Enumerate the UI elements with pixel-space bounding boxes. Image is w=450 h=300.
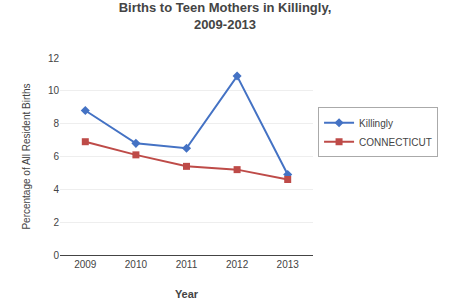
svg-text:Year: Year (175, 288, 199, 300)
svg-text:10: 10 (48, 85, 60, 96)
svg-text:2009: 2009 (74, 259, 97, 270)
svg-text:Births to Teen Mothers in Kill: Births to Teen Mothers in Killingly,2009… (119, 0, 332, 32)
svg-text:Killingly: Killingly (359, 118, 393, 129)
svg-text:2012: 2012 (226, 259, 249, 270)
svg-text:12: 12 (48, 53, 60, 64)
svg-text:2: 2 (53, 217, 59, 228)
svg-text:CONNECTICUT: CONNECTICUT (359, 137, 432, 148)
svg-text:2011: 2011 (176, 259, 198, 270)
svg-text:4: 4 (53, 184, 59, 195)
svg-text:0: 0 (53, 250, 59, 261)
svg-text:Percentage of All Resident Bir: Percentage of All Resident Births (21, 83, 32, 229)
svg-text:6: 6 (53, 151, 59, 162)
svg-text:2013: 2013 (277, 259, 300, 270)
svg-text:8: 8 (53, 118, 59, 129)
svg-text:2010: 2010 (125, 259, 148, 270)
